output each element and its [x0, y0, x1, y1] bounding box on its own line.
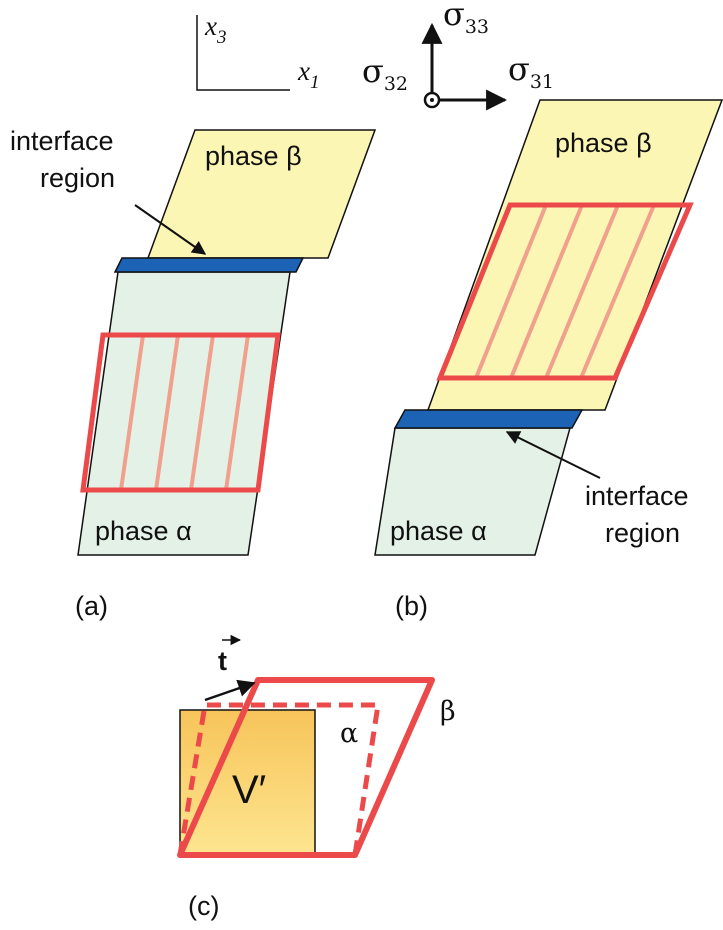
interface-label: interface — [585, 481, 689, 511]
stress-label: σ31 — [508, 50, 554, 93]
phase-label: phase α — [95, 516, 192, 546]
phase-label: phase β — [555, 128, 652, 158]
interface-label: region — [605, 518, 680, 548]
panel-b: phase β phase α interface region (b) — [375, 100, 722, 621]
panel-c: V′ t α β (c) — [180, 640, 456, 921]
axes: x3 x1 — [197, 11, 319, 93]
phase-label: phase β — [205, 141, 302, 171]
interface-label: region — [40, 163, 115, 193]
panel-label: (b) — [395, 591, 428, 621]
axis-label: x3 — [204, 11, 226, 48]
stress-label: σ33 — [443, 0, 489, 38]
panel-label: (c) — [188, 891, 219, 921]
vector-label: t — [218, 646, 227, 676]
interface-label: interface — [10, 126, 114, 156]
stress-label: σ32 — [362, 52, 408, 95]
panel-label: (a) — [75, 591, 108, 621]
volume-label: V′ — [232, 768, 266, 812]
phase-symbol: β — [440, 696, 456, 727]
panel-a: phase β phase α interface region (a) — [10, 126, 375, 621]
phase-label: phase α — [390, 516, 487, 546]
axis-label: x1 — [297, 56, 319, 93]
diagram: x3 x1 σ33 σ32 σ31 phase β phase α interf… — [0, 0, 723, 930]
stress-axes: σ33 σ32 σ31 — [362, 0, 554, 107]
phase-symbol: α — [340, 718, 358, 749]
